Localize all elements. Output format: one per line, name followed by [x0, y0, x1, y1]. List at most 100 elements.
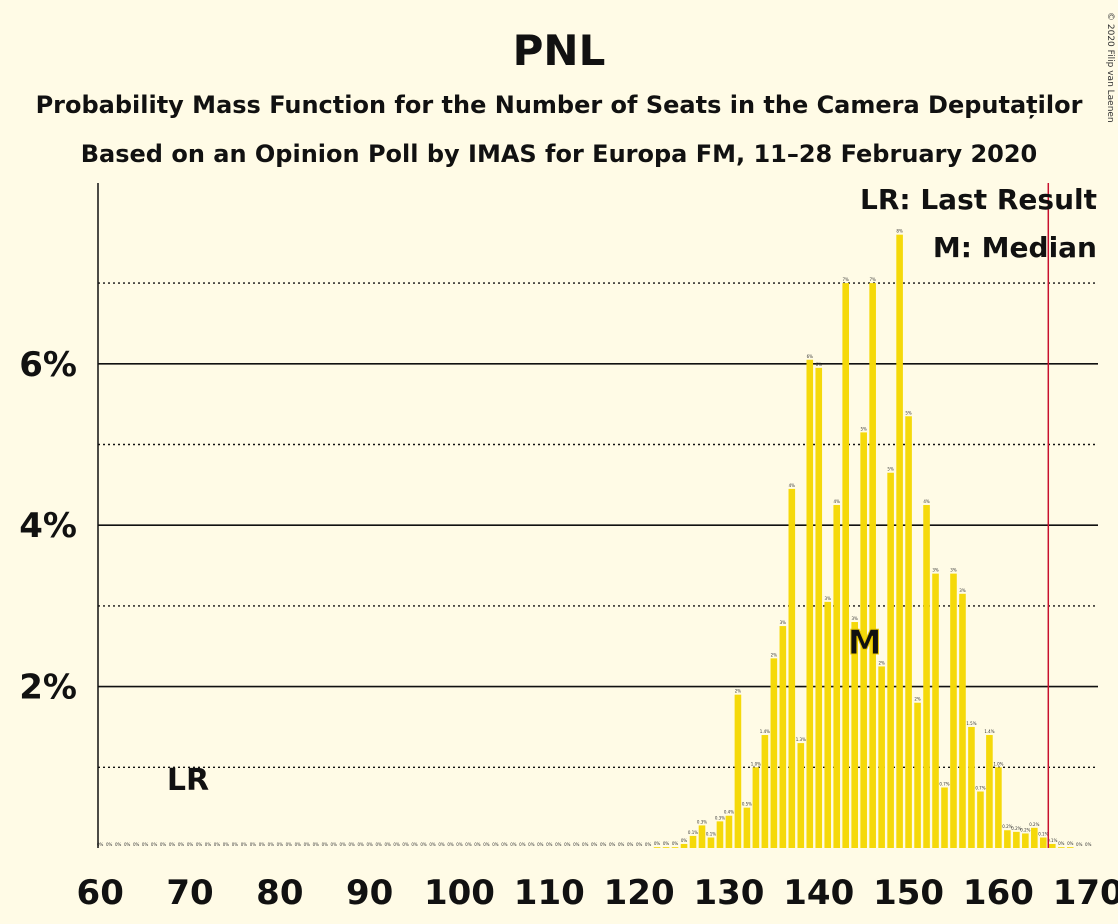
bar-label-69: 0%: [178, 842, 185, 847]
bar-129: [716, 821, 724, 848]
bar-label-114: 0%: [582, 842, 589, 847]
legend-median: M: Median: [933, 231, 1097, 264]
bar-label-64: 0%: [133, 842, 140, 847]
bar-label-77: 0%: [250, 842, 257, 847]
bar-label-121: 0%: [645, 842, 652, 847]
y-tick-label: 2%: [19, 668, 77, 708]
bar-label-102: 0%: [474, 842, 481, 847]
bar-162: [1013, 831, 1020, 848]
chart-subtitle: Probability Mass Function for the Number…: [36, 91, 1083, 119]
bar-label-82: 0%: [295, 842, 302, 847]
bar-149: [896, 234, 903, 848]
bar-137: [788, 488, 796, 848]
x-tick-labels: 60 70 80 90 100 110 120 130 140 150 160 170: [77, 873, 1118, 913]
bars: [653, 234, 1074, 849]
x-tick-label: 100: [424, 873, 495, 913]
bar-label-65: 0%: [142, 842, 149, 847]
y-tick-label: 4%: [19, 506, 77, 546]
bar-label-137: 4%: [789, 483, 796, 488]
x-tick-label: 110: [514, 873, 585, 913]
bar-label-74: 0%: [223, 842, 230, 847]
bar-label-146: 7%: [869, 277, 876, 282]
bar-124: [671, 847, 679, 848]
bar-168: [1066, 847, 1074, 848]
bar-147: [878, 666, 885, 848]
bar-label-93: 0%: [393, 842, 400, 847]
bar-label-117: 0%: [609, 842, 616, 847]
bar-label-68: 0%: [169, 842, 176, 847]
x-tick-label: 120: [604, 873, 675, 913]
bar-label-115: 0%: [591, 842, 598, 847]
bar-161: [1004, 830, 1011, 848]
bar-label-87: 0%: [340, 842, 347, 847]
bar-label-148: 5%: [887, 467, 894, 472]
bar-label-155: 3%: [950, 568, 957, 573]
bar-158: [977, 791, 984, 848]
bar-132: [743, 807, 751, 848]
bar-label-67: 0%: [160, 842, 167, 847]
bar-label-85: 0%: [322, 842, 329, 847]
bar-142: [833, 505, 841, 848]
bar-label-161: 0.2%: [1002, 824, 1012, 829]
x-tick-label: 130: [693, 873, 764, 913]
bar-label-157: 1.5%: [966, 721, 976, 726]
bar-label-84: 0%: [313, 842, 320, 847]
bar-label-162: 0.2%: [1011, 826, 1021, 831]
bar-156: [959, 593, 966, 848]
bar-141: [824, 601, 832, 848]
bar-label-134: 1.4%: [760, 729, 770, 734]
bar-125: [680, 843, 688, 848]
bar-label-156: 3%: [959, 588, 966, 593]
bar-159: [986, 735, 993, 848]
bar-label-127: 0.3%: [697, 819, 707, 824]
bar-131: [734, 694, 742, 848]
bar-label-70: 0%: [187, 842, 194, 847]
x-tick-label: 80: [256, 873, 303, 913]
y-tick-label: 6%: [19, 345, 77, 385]
bar-134: [761, 735, 769, 848]
bar-label-135: 2%: [771, 652, 778, 657]
bar-151: [914, 702, 921, 848]
bar-label-106: 0%: [510, 842, 517, 847]
bar-label-169: 0%: [1076, 842, 1083, 847]
bar-label-92: 0%: [384, 842, 391, 847]
bar-label-165: 0.1%: [1038, 832, 1048, 837]
legend-last-result: LR: Last Result: [860, 183, 1097, 216]
bar-label-113: 0%: [573, 842, 580, 847]
bar-155: [950, 573, 957, 848]
bar-label-66: 0%: [151, 842, 158, 847]
x-tick-label: 70: [166, 873, 213, 913]
last-result-marker: LR: [167, 763, 209, 798]
bar-label-100: 0%: [456, 842, 463, 847]
bar-label-158: 0.7%: [975, 786, 985, 791]
bar-label-101: 0%: [465, 842, 472, 847]
bar-label-170: 0%: [1085, 842, 1092, 847]
bar-label-78: 0%: [259, 842, 266, 847]
x-tick-label: 90: [346, 873, 393, 913]
bar-value-labels: 0% 0% 0% 0% 0% 0% 0% 0% 0% 0% 0% 0% 0% 0% 0% 0% 0% 0% 0% 0%…: [97, 229, 1092, 847]
bar-165: [1040, 837, 1047, 848]
bar-133: [752, 767, 760, 848]
bar-label-133: 1.0%: [751, 761, 761, 766]
bar-label-63: 0%: [124, 842, 131, 847]
bar-label-81: 0%: [286, 842, 293, 847]
bar-label-140: 6%: [816, 362, 823, 367]
bar-123: [662, 847, 670, 848]
bar-label-144: 3%: [852, 616, 859, 621]
bar-label-75: 0%: [232, 842, 239, 847]
bar-label-83: 0%: [304, 842, 311, 847]
bar-label-96: 0%: [420, 842, 427, 847]
bar-label-130: 0.4%: [724, 810, 734, 815]
bar-label-112: 0%: [564, 842, 571, 847]
bar-label-73: 0%: [214, 842, 221, 847]
bar-label-109: 0%: [537, 842, 544, 847]
bar-label-152: 4%: [923, 499, 930, 504]
bar-label-153: 3%: [932, 568, 939, 573]
bar-146: [869, 283, 876, 849]
bar-153: [932, 573, 939, 848]
bar-127: [698, 825, 706, 848]
bar-139: [806, 359, 814, 848]
median-marker: M: [848, 623, 882, 663]
bar-label-60: 0%: [97, 842, 104, 847]
